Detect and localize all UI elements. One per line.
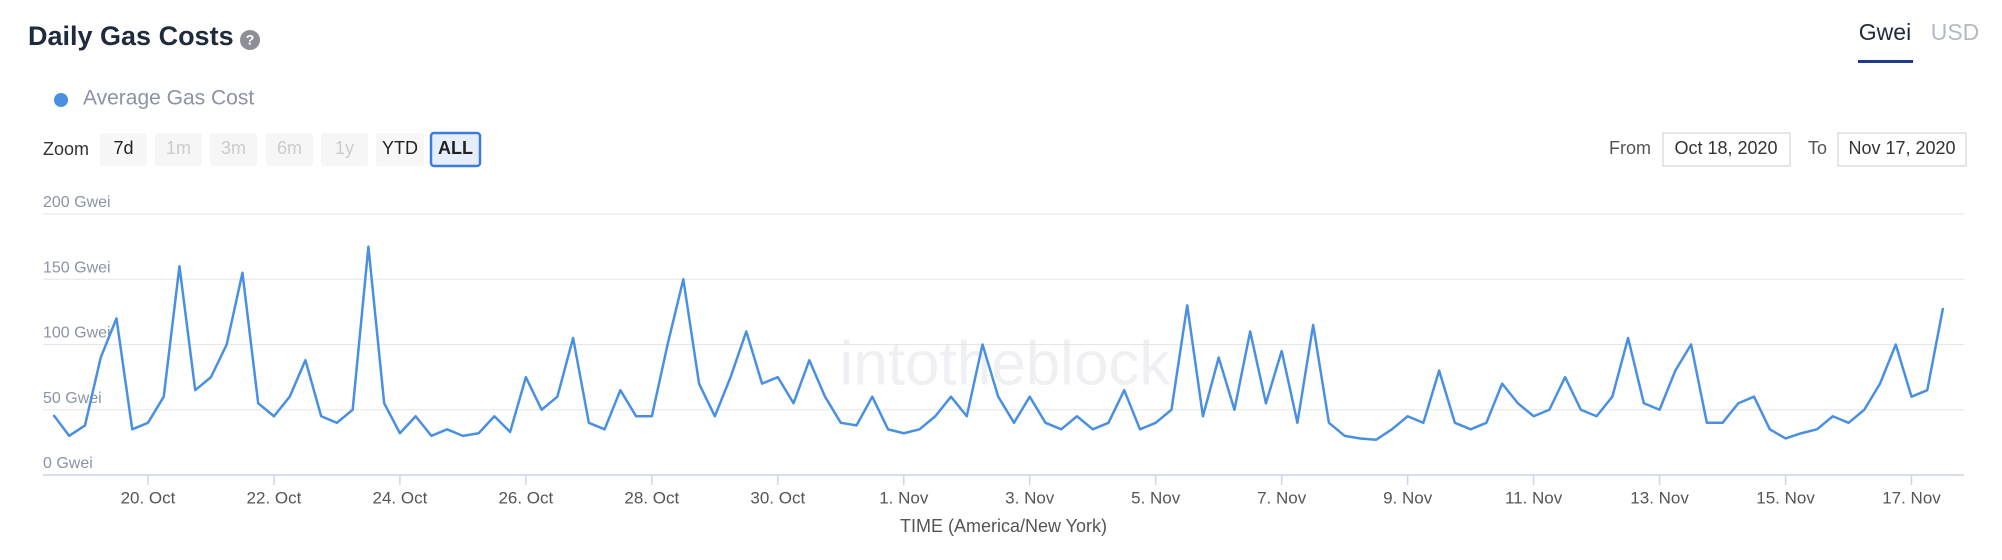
x-tick-label: 28. Oct [624,488,679,507]
from-label: From [1609,138,1651,158]
to-value[interactable]: Nov 17, 2020 [1848,138,1955,158]
help-icon-bg[interactable] [240,30,260,50]
x-tick-label: 5. Nov [1131,488,1181,507]
unit-option[interactable]: Gwei [1859,19,1911,45]
zoom-button-label: 1y [335,138,354,158]
from-value[interactable]: Oct 18, 2020 [1674,138,1777,158]
x-tick-label: 13. Nov [1630,488,1689,507]
x-tick-label: 7. Nov [1257,488,1307,507]
x-tick-label: 30. Oct [750,488,805,507]
zoom-button [210,133,257,166]
to-label: To [1808,138,1827,158]
y-tick-label: 100 Gwei [43,325,111,342]
from-input[interactable] [1662,132,1791,167]
zoom-button-label: 3m [221,138,246,158]
zoom-button [321,133,368,166]
y-tick-label: 50 Gwei [43,390,102,407]
zoom-button[interactable] [376,133,424,166]
x-tick-label: 26. Oct [498,488,553,507]
x-tick-label: 1. Nov [879,488,929,507]
x-tick-label: 20. Oct [121,488,176,507]
x-tick-label: 22. Oct [247,488,302,507]
zoom-button [266,133,313,166]
y-tick-label: 150 Gwei [43,259,111,276]
data-line [52,245,1945,442]
to-input[interactable] [1837,132,1967,167]
zoom-button-label[interactable]: 7d [113,138,133,158]
x-tick-label: 17. Nov [1882,488,1941,507]
x-tick-label: 9. Nov [1383,488,1433,507]
zoom-button[interactable] [100,133,147,166]
legend-marker[interactable] [54,93,68,107]
zoom-button[interactable] [429,131,482,168]
zoom-button-label: 1m [166,138,191,158]
legend-label[interactable]: Average Gas Cost [83,87,254,110]
help-icon[interactable]: ? [246,32,255,48]
x-tick-label: 15. Nov [1756,488,1815,507]
watermark: intotheblock [840,329,1172,398]
zoom-button-label: 6m [277,138,302,158]
y-tick-label: 0 Gwei [43,455,93,472]
unit-underline [1858,60,1913,63]
zoom-button [155,133,202,166]
x-tick-label: 3. Nov [1005,488,1055,507]
x-tick-label: 11. Nov [1505,488,1563,507]
unit-option[interactable]: USD [1931,19,1980,45]
chart-title: Daily Gas Costs [28,21,234,51]
zoom-button-label[interactable]: ALL [438,138,473,158]
zoom-label: Zoom [43,139,89,159]
y-tick-label: 200 Gwei [43,194,111,211]
x-axis-title: TIME (America/New York) [900,516,1107,536]
x-tick-label: 24. Oct [373,488,428,507]
zoom-button-label[interactable]: YTD [382,138,418,158]
